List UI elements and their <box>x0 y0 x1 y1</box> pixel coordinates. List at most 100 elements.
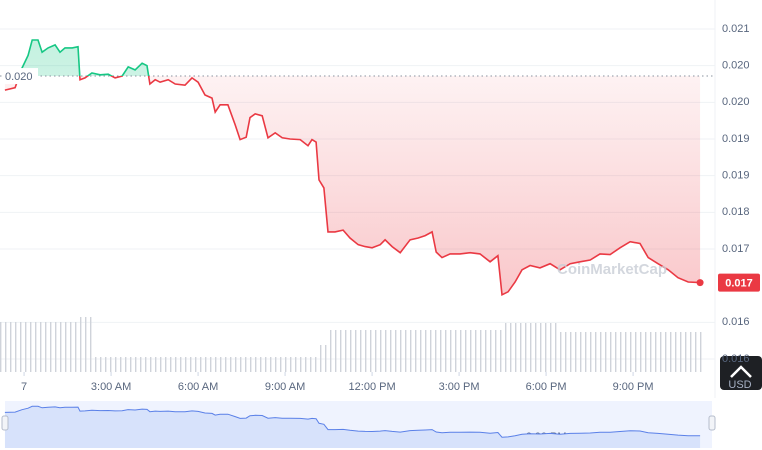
x-tick-label: 12:00 PM <box>349 381 396 393</box>
y-tick-label: 0.020 <box>722 60 750 72</box>
volume-bar <box>645 332 647 372</box>
volume-bar <box>145 357 147 372</box>
y-tick-label: 0.019 <box>722 170 750 182</box>
volume-bar <box>135 357 137 372</box>
volume-bar <box>515 323 517 372</box>
volume-bar <box>85 317 87 372</box>
volume-bar <box>660 332 662 372</box>
volume-bar <box>450 330 452 372</box>
volume-bar <box>485 330 487 372</box>
volume-bar <box>410 330 412 372</box>
volume-bar <box>215 357 217 372</box>
volume-bar <box>570 332 572 372</box>
volume-bar <box>500 330 502 372</box>
volume-bar <box>310 357 312 372</box>
volume-bar <box>165 357 167 372</box>
volume-bar <box>640 332 642 372</box>
volume-bar <box>590 332 592 372</box>
area-down <box>4 76 701 295</box>
navigator-handle[interactable] <box>708 415 716 431</box>
y-tick-label: 0.021 <box>722 23 750 35</box>
volume-bar <box>10 322 12 372</box>
volume-bar <box>140 357 142 372</box>
navigator-handle[interactable] <box>1 415 9 431</box>
volume-bar <box>20 322 22 372</box>
volume-bar <box>270 357 272 372</box>
y-tick-label: 0.016 <box>722 353 750 365</box>
volume-bar <box>420 330 422 372</box>
chevron-up-icon <box>730 365 752 378</box>
scroll-top-button[interactable] <box>720 356 762 390</box>
volume-bar <box>685 332 687 372</box>
volume-bar <box>275 357 277 372</box>
volume-bar <box>695 332 697 372</box>
volume-bar <box>60 322 62 372</box>
navigator-window <box>5 401 712 448</box>
volume-bar <box>280 357 282 372</box>
price-line-down <box>4 76 701 297</box>
volume-bar <box>620 332 622 372</box>
y-tick-label: 0.018 <box>722 206 750 218</box>
volume-bar <box>375 330 377 372</box>
volume-bar <box>265 357 267 372</box>
volume-bar <box>635 332 637 372</box>
current-price-label: 0.017 <box>725 278 753 290</box>
volume-bar <box>370 330 372 372</box>
volume-bar <box>200 357 202 372</box>
volume-bar <box>360 330 362 372</box>
y-tick-label: 0.016 <box>722 316 750 328</box>
x-tick-label: 3:00 AM <box>91 381 131 393</box>
volume-bar <box>465 330 467 372</box>
volume-bar <box>430 330 432 372</box>
volume-bar <box>155 357 157 372</box>
volume-bar <box>675 332 677 372</box>
volume-bar <box>5 322 7 372</box>
volume-bar <box>335 330 337 372</box>
volume-bar <box>690 332 692 372</box>
volume-bar <box>495 330 497 372</box>
volume-bar <box>205 357 207 372</box>
volume-bar <box>320 345 322 372</box>
baseline-label-bg <box>2 68 38 85</box>
plot: 0.020 <box>0 39 715 297</box>
volume-bar <box>225 357 227 372</box>
volume-bar <box>365 330 367 372</box>
volume-bar <box>45 322 47 372</box>
volume-bar <box>700 332 702 372</box>
volume-bar <box>505 323 507 372</box>
volume-bar <box>540 323 542 372</box>
volume-bar <box>240 357 242 372</box>
volume-bar <box>415 330 417 372</box>
volume-bar <box>65 322 67 372</box>
volume-bar <box>400 330 402 372</box>
volume-bar <box>595 332 597 372</box>
x-tick-label: 9:00 AM <box>265 381 305 393</box>
volume-bar <box>260 357 262 372</box>
volume-bar <box>90 317 92 372</box>
volume-bar <box>40 322 42 372</box>
volume-bar <box>305 357 307 372</box>
volume-bar <box>580 332 582 372</box>
volume-bar <box>470 330 472 372</box>
volume-bar <box>185 357 187 372</box>
volume-bar <box>110 357 112 372</box>
volume-bar <box>630 332 632 372</box>
y-tick-label: 0.017 <box>722 243 750 255</box>
volume-bar <box>290 357 292 372</box>
x-tick-label: 9:00 PM <box>613 381 654 393</box>
volume-bar <box>355 330 357 372</box>
volume-bar <box>350 330 352 372</box>
price-line-up <box>18 39 150 77</box>
volume-bar <box>30 322 32 372</box>
volume-bar <box>300 357 302 372</box>
volume-bar <box>605 332 607 372</box>
volume-bar <box>100 357 102 372</box>
volume-bar <box>330 330 332 372</box>
y-tick-label: 0.019 <box>722 133 750 145</box>
current-price-dot <box>696 279 704 287</box>
volume-bar <box>405 330 407 372</box>
volume-bar <box>380 330 382 372</box>
volume-bar <box>385 330 387 372</box>
volume-bar <box>120 357 122 372</box>
